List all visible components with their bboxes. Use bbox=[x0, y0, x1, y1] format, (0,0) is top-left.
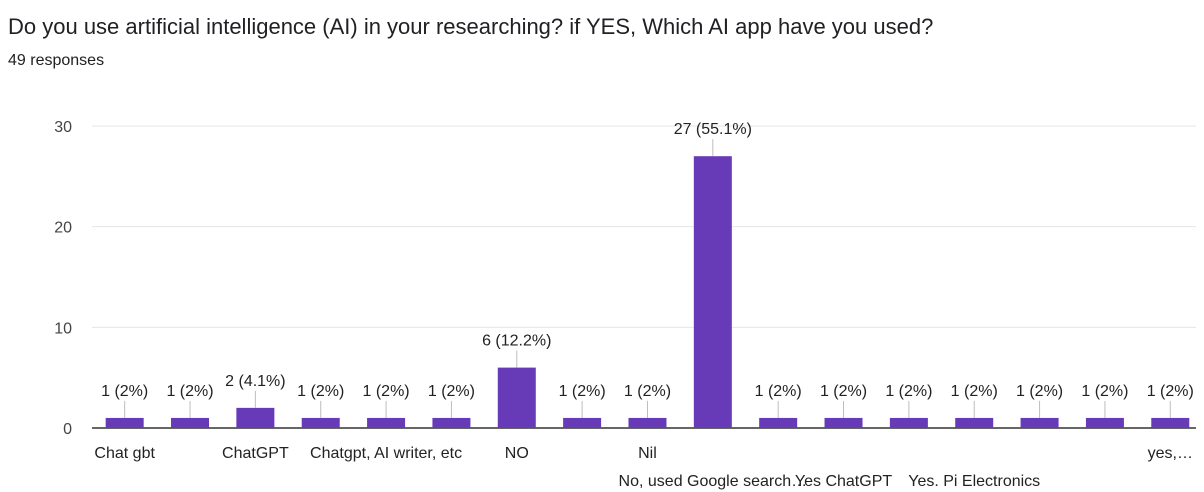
category-label: Nil bbox=[638, 445, 657, 462]
data-label: 1 (2%) bbox=[885, 383, 932, 400]
bar bbox=[889, 417, 928, 428]
data-label: 1 (2%) bbox=[624, 383, 671, 400]
bar bbox=[432, 417, 471, 428]
data-label: 1 (2%) bbox=[951, 383, 998, 400]
data-label: 1 (2%) bbox=[1016, 383, 1063, 400]
response-count: 49 responses bbox=[8, 52, 105, 69]
category-label: Yes. Pi Electronics bbox=[908, 473, 1040, 490]
y-tick-label: 10 bbox=[54, 320, 72, 337]
bar bbox=[1151, 417, 1190, 428]
y-tick-label: 30 bbox=[54, 119, 72, 136]
bar bbox=[1020, 417, 1059, 428]
bar bbox=[105, 417, 144, 428]
category-label: Yes ChatGPT bbox=[795, 473, 892, 490]
bar bbox=[628, 417, 667, 428]
bar bbox=[759, 417, 798, 428]
bar bbox=[693, 156, 732, 428]
data-label: 1 (2%) bbox=[297, 383, 344, 400]
data-label: 1 (2%) bbox=[755, 383, 802, 400]
category-label: NO bbox=[505, 445, 529, 462]
bar bbox=[367, 417, 406, 428]
y-tick-label: 0 bbox=[63, 421, 72, 438]
chart-title: Do you use artificial intelligence (AI) … bbox=[8, 14, 934, 39]
y-tick-label: 20 bbox=[54, 220, 72, 237]
bar bbox=[171, 417, 210, 428]
data-label: 1 (2%) bbox=[101, 383, 148, 400]
category-label: No, used Google search… bbox=[619, 473, 808, 490]
bar bbox=[301, 417, 340, 428]
data-label: 1 (2%) bbox=[363, 383, 410, 400]
bar bbox=[236, 407, 275, 428]
data-label: 2 (4.1%) bbox=[225, 373, 285, 390]
bar bbox=[824, 417, 863, 428]
data-label: 1 (2%) bbox=[1081, 383, 1128, 400]
bar bbox=[563, 417, 602, 428]
data-label: 6 (12.2%) bbox=[482, 333, 551, 350]
category-label: ChatGPT bbox=[222, 445, 289, 462]
category-label: yes,… bbox=[1148, 445, 1193, 462]
bar bbox=[1085, 417, 1124, 428]
data-label: 1 (2%) bbox=[559, 383, 606, 400]
data-label: 1 (2%) bbox=[166, 383, 213, 400]
bar bbox=[497, 367, 536, 428]
data-label: 1 (2%) bbox=[428, 383, 475, 400]
category-label: Chatgpt, AI writer, etc bbox=[310, 445, 462, 462]
category-label: Chat gbt bbox=[94, 445, 155, 462]
bar bbox=[955, 417, 994, 428]
data-label: 1 (2%) bbox=[1147, 383, 1194, 400]
data-label: 27 (55.1%) bbox=[674, 121, 752, 138]
data-label: 1 (2%) bbox=[820, 383, 867, 400]
